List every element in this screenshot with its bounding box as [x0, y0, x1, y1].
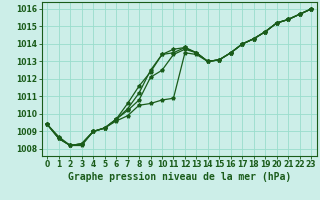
X-axis label: Graphe pression niveau de la mer (hPa): Graphe pression niveau de la mer (hPa) — [68, 172, 291, 182]
